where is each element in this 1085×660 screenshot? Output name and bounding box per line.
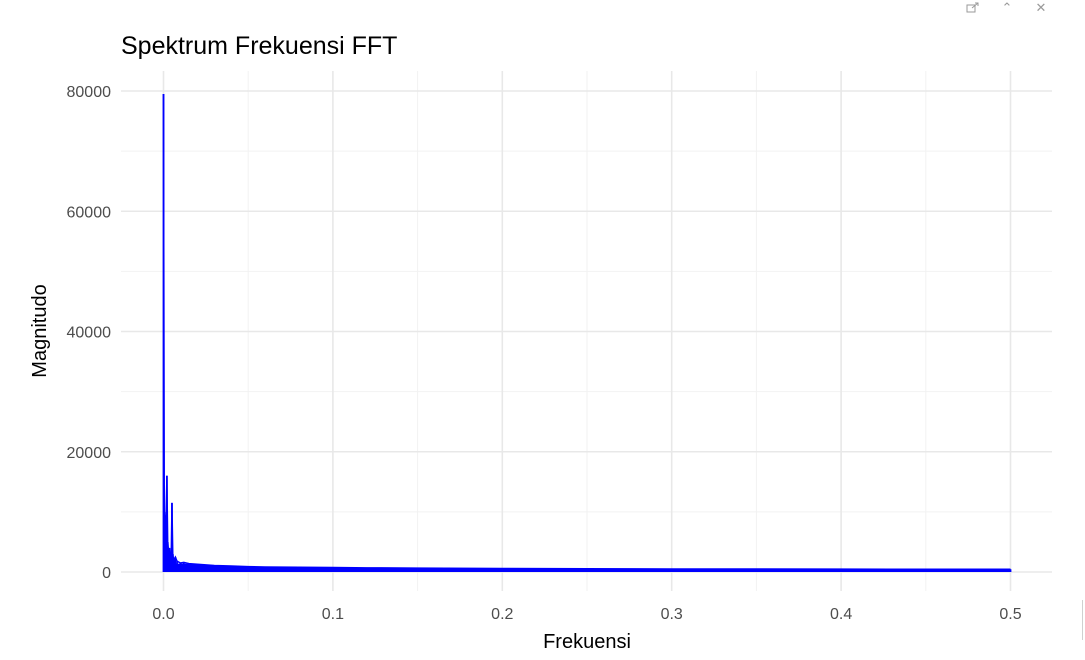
y-tick-label: 40000 xyxy=(67,325,112,342)
close-icon[interactable]: ✕ xyxy=(1035,0,1047,16)
window-toolbar: ⌃ ✕ xyxy=(959,0,1085,16)
chart-title: Spektrum Frekuensi FFT xyxy=(121,32,397,60)
x-tick-label: 0.0 xyxy=(152,606,174,623)
panel-edge xyxy=(1083,0,1085,660)
y-tick-label: 80000 xyxy=(67,84,112,101)
x-tick-label: 0.5 xyxy=(999,606,1021,623)
x-tick-label: 0.1 xyxy=(322,606,344,623)
x-tick-label: 0.2 xyxy=(491,606,513,623)
collapse-icon[interactable]: ⌃ xyxy=(1001,0,1013,16)
x-tick-label: 0.3 xyxy=(661,606,683,623)
scrollbar-edge xyxy=(1082,600,1083,640)
series-layer xyxy=(162,94,1012,572)
x-axis-label: Frekuensi xyxy=(543,631,631,653)
y-tick-label: 20000 xyxy=(67,445,112,462)
series-noise-band xyxy=(163,563,1011,572)
y-tick-label: 0 xyxy=(102,565,111,582)
y-tick-label: 60000 xyxy=(67,204,112,221)
spectrum-line xyxy=(162,94,1011,570)
export-icon[interactable] xyxy=(959,0,987,16)
x-tick-label: 0.4 xyxy=(830,606,852,623)
y-axis-label: Magnitudo xyxy=(29,284,51,377)
y-axis-ticks: 0 20000 40000 60000 80000 xyxy=(67,84,112,582)
x-axis-ticks: 0.0 0.1 0.2 0.3 0.4 0.5 xyxy=(152,606,1021,623)
